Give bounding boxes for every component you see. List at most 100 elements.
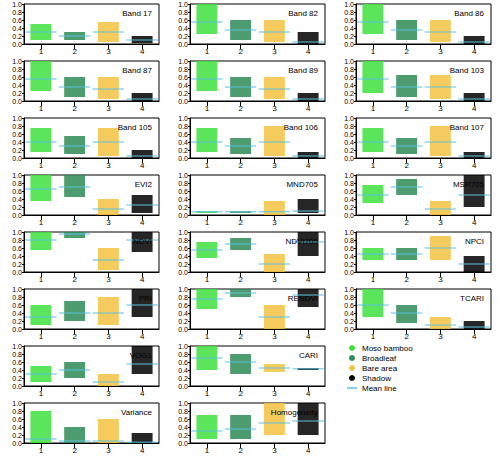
svg-text:1: 1 — [371, 47, 376, 56]
svg-text:0.8: 0.8 — [344, 123, 354, 130]
svg-text:Broadleaf: Broadleaf — [362, 354, 397, 363]
svg-text:1.0: 1.0 — [12, 1, 22, 8]
svg-text:0.6: 0.6 — [344, 302, 354, 309]
svg-text:VOG1: VOG1 — [130, 351, 153, 360]
svg-text:3: 3 — [272, 161, 277, 170]
svg-text:1: 1 — [39, 275, 44, 284]
svg-text:1.0: 1.0 — [12, 172, 22, 179]
svg-text:2: 2 — [238, 218, 243, 227]
svg-text:2: 2 — [72, 218, 77, 227]
svg-text:0.0: 0.0 — [12, 155, 22, 162]
svg-text:1: 1 — [39, 161, 44, 170]
svg-text:0.0: 0.0 — [12, 269, 22, 276]
svg-text:Band 106: Band 106 — [284, 123, 319, 132]
svg-text:0.8: 0.8 — [12, 66, 22, 73]
svg-text:0.2: 0.2 — [178, 204, 188, 211]
svg-text:0.2: 0.2 — [12, 90, 22, 97]
svg-text:0.6: 0.6 — [12, 74, 22, 81]
svg-text:0.8: 0.8 — [178, 351, 188, 358]
svg-text:2: 2 — [238, 275, 243, 284]
svg-text:4: 4 — [140, 446, 145, 455]
svg-text:0.4: 0.4 — [178, 253, 188, 260]
svg-text:1: 1 — [205, 161, 210, 170]
svg-text:0.6: 0.6 — [12, 131, 22, 138]
svg-text:0.0: 0.0 — [344, 41, 354, 48]
svg-text:Band 87: Band 87 — [122, 66, 152, 75]
svg-text:0.6: 0.6 — [178, 17, 188, 24]
svg-text:0.6: 0.6 — [344, 17, 354, 24]
svg-text:0.6: 0.6 — [344, 245, 354, 252]
svg-text:4: 4 — [472, 332, 477, 341]
svg-text:4: 4 — [140, 161, 145, 170]
svg-text:0.2: 0.2 — [178, 432, 188, 439]
svg-text:4: 4 — [306, 218, 311, 227]
svg-text:0.6: 0.6 — [344, 188, 354, 195]
svg-text:0.4: 0.4 — [12, 139, 22, 146]
svg-text:2: 2 — [404, 161, 409, 170]
svg-text:2: 2 — [72, 275, 77, 284]
svg-text:1.0: 1.0 — [344, 286, 354, 293]
svg-text:3: 3 — [438, 104, 443, 113]
svg-text:3: 3 — [106, 332, 111, 341]
svg-text:1.0: 1.0 — [12, 115, 22, 122]
svg-text:4: 4 — [472, 161, 477, 170]
svg-text:2: 2 — [72, 446, 77, 455]
svg-text:0.2: 0.2 — [12, 204, 22, 211]
svg-text:0.6: 0.6 — [178, 131, 188, 138]
svg-text:1: 1 — [205, 332, 210, 341]
svg-text:0.0: 0.0 — [178, 269, 188, 276]
svg-text:0.6: 0.6 — [178, 245, 188, 252]
svg-text:Variance: Variance — [121, 408, 153, 417]
svg-text:0.4: 0.4 — [12, 25, 22, 32]
svg-text:2: 2 — [404, 275, 409, 284]
svg-text:Band 17: Band 17 — [122, 9, 152, 18]
svg-text:2: 2 — [72, 104, 77, 113]
svg-text:0.8: 0.8 — [344, 66, 354, 73]
svg-text:0.8: 0.8 — [178, 180, 188, 187]
svg-text:1: 1 — [39, 332, 44, 341]
svg-text:3: 3 — [106, 446, 111, 455]
svg-text:0.4: 0.4 — [12, 82, 22, 89]
svg-text:1.0: 1.0 — [344, 172, 354, 179]
svg-text:Band 82: Band 82 — [288, 9, 318, 18]
svg-text:0.4: 0.4 — [178, 139, 188, 146]
svg-text:0.0: 0.0 — [178, 41, 188, 48]
svg-text:3: 3 — [438, 332, 443, 341]
svg-text:1: 1 — [371, 332, 376, 341]
svg-text:0.0: 0.0 — [12, 41, 22, 48]
svg-text:MND705: MND705 — [286, 180, 318, 189]
svg-text:2: 2 — [404, 47, 409, 56]
svg-text:0.2: 0.2 — [12, 261, 22, 268]
svg-text:2: 2 — [72, 389, 77, 398]
svg-text:1: 1 — [371, 104, 376, 113]
svg-text:0.8: 0.8 — [12, 9, 22, 16]
svg-text:0.0: 0.0 — [178, 326, 188, 333]
svg-text:Band 89: Band 89 — [288, 66, 318, 75]
svg-text:2: 2 — [238, 332, 243, 341]
svg-text:0.6: 0.6 — [178, 416, 188, 423]
svg-text:Band 107: Band 107 — [450, 123, 485, 132]
svg-text:0.4: 0.4 — [178, 310, 188, 317]
svg-text:0.0: 0.0 — [178, 212, 188, 219]
svg-text:0.4: 0.4 — [344, 25, 354, 32]
svg-text:0.8: 0.8 — [344, 180, 354, 187]
svg-text:1: 1 — [371, 161, 376, 170]
svg-text:4: 4 — [306, 104, 311, 113]
svg-text:0.8: 0.8 — [12, 123, 22, 130]
svg-text:0.4: 0.4 — [344, 310, 354, 317]
svg-text:0.0: 0.0 — [12, 326, 22, 333]
svg-text:0.2: 0.2 — [12, 375, 22, 382]
svg-text:3: 3 — [106, 104, 111, 113]
svg-text:0.2: 0.2 — [12, 432, 22, 439]
svg-text:0.4: 0.4 — [12, 310, 22, 317]
svg-text:2: 2 — [72, 47, 77, 56]
svg-text:0.4: 0.4 — [12, 424, 22, 431]
svg-text:1.0: 1.0 — [12, 58, 22, 65]
svg-text:0.2: 0.2 — [344, 90, 354, 97]
svg-text:0.2: 0.2 — [12, 33, 22, 40]
svg-text:0.4: 0.4 — [178, 82, 188, 89]
svg-text:3: 3 — [438, 161, 443, 170]
svg-text:2: 2 — [404, 332, 409, 341]
svg-text:EVI2: EVI2 — [135, 180, 153, 189]
svg-text:4: 4 — [306, 275, 311, 284]
